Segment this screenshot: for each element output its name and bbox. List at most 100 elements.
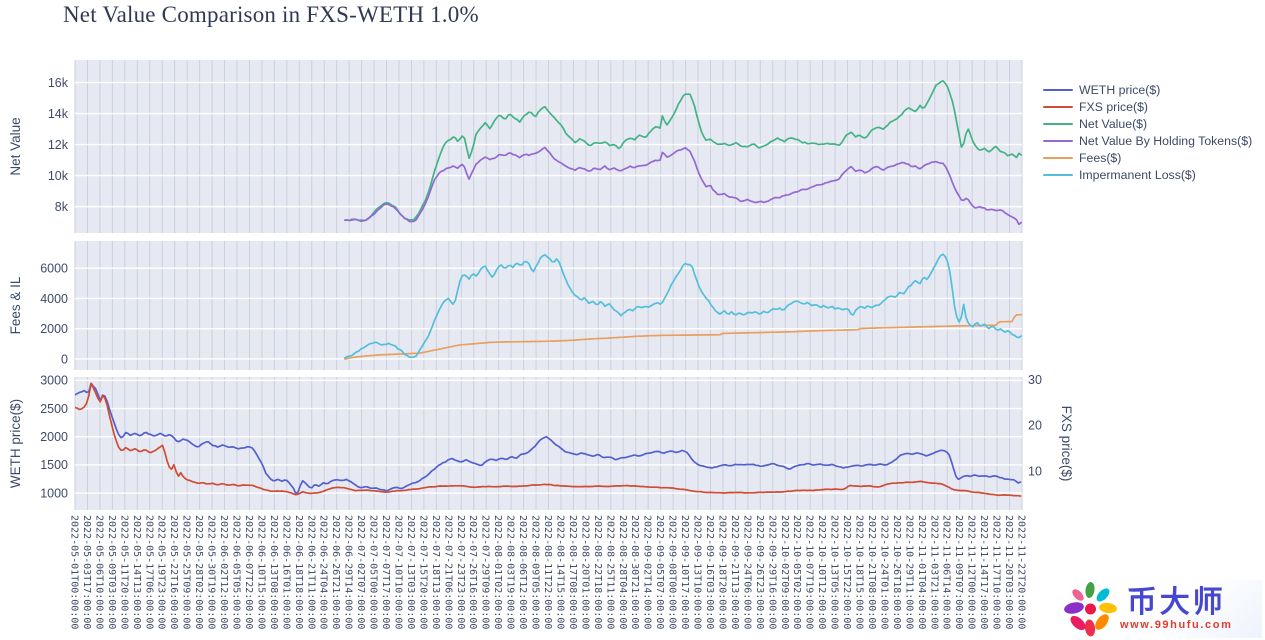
x-tick-label: 2022-10-05T02:00:00: [791, 515, 802, 629]
x-tick-label: 2022-06-21T11:00:00: [305, 515, 316, 629]
legend-swatch: [1043, 156, 1073, 159]
y-tick-label: 4000: [40, 292, 68, 306]
x-tick-label: 2022-11-20T03:00:00: [1003, 515, 1014, 629]
x-tick-label: 2022-10-07T19:00:00: [804, 515, 815, 629]
watermark[interactable]: 币大师 www.99hufu.com: [1064, 580, 1262, 638]
x-tick-label: 2022-11-12T00:00:00: [966, 515, 977, 629]
x-tick-label: 2022-08-11T22:00:00: [542, 515, 553, 629]
legend-item-impermanent-loss[interactable]: Impermanent Loss($): [1043, 166, 1252, 183]
series-line-weth-price[interactable]: [75, 382, 1022, 495]
x-tick-label: 2022-09-05T07:00:00: [654, 515, 665, 629]
x-tick-label: 2022-08-03T19:00:00: [505, 515, 516, 629]
x-tick-label: 2022-11-09T07:00:00: [953, 515, 964, 629]
y-tick-label: 14k: [48, 107, 69, 121]
x-tick-label: 2022-06-10T15:00:00: [255, 515, 266, 629]
x-tick-label: 2022-06-26T21:00:00: [330, 515, 341, 629]
x-tick-label: 2022-09-24T06:00:00: [741, 515, 752, 629]
y-axis-title-right: FXS price($): [1059, 406, 1074, 482]
y-tick-label: 6000: [40, 262, 68, 276]
x-tick-label: 2022-05-09T03:00:00: [106, 515, 117, 629]
x-tick-label: 2022-09-16T03:00:00: [704, 515, 715, 629]
x-tick-label: 2022-10-24T01:00:00: [878, 515, 889, 629]
x-tick-label: 2022-07-23T23:00:00: [455, 515, 466, 629]
x-tick-label: 2022-08-25T11:00:00: [604, 515, 615, 629]
x-tick-label: 2022-09-13T10:00:00: [692, 515, 703, 629]
x-tick-label: 2022-06-05T05:00:00: [230, 515, 241, 629]
y-tick-label: 12k: [48, 138, 69, 152]
x-tick-label: 2022-08-01T02:00:00: [492, 515, 503, 629]
y-tick-label: 8k: [55, 200, 69, 214]
x-tick-label: 2022-05-19T23:00:00: [156, 515, 167, 629]
x-tick-label: 2022-05-28T02:00:00: [193, 515, 204, 629]
y-tick-label: 2000: [40, 430, 68, 444]
y-axis-title: Net Value: [8, 117, 23, 175]
legend-label: Impermanent Loss($): [1079, 167, 1196, 182]
y-axis-title: Fees & IL: [8, 276, 23, 334]
y-tick-label: 16k: [48, 76, 69, 90]
brand-flower-icon: [1064, 582, 1117, 637]
x-tick-label: 2022-11-03T21:00:00: [928, 515, 939, 629]
x-tick-label: 2022-09-10T17:00:00: [679, 515, 690, 629]
x-tick-label: 2022-07-13T03:00:00: [405, 515, 416, 629]
x-tick-label: 2022-10-18T15:00:00: [854, 515, 865, 629]
legend-item-net-value-by-holding-tokens[interactable]: Net Value By Holding Tokens($): [1043, 132, 1252, 149]
legend-label: Net Value By Holding Tokens($): [1079, 133, 1253, 148]
x-tick-label: 2022-08-28T04:00:00: [617, 515, 628, 629]
legend-swatch: [1043, 139, 1073, 142]
legend-item-net-value[interactable]: Net Value($): [1043, 115, 1252, 132]
x-tick-label: 2022-08-22T18:00:00: [592, 515, 603, 629]
x-tick-label: 2022-05-25T09:00:00: [181, 515, 192, 629]
series-line-net-value[interactable]: [344, 80, 1022, 223]
legend-label: Fees($): [1079, 150, 1122, 165]
legend-swatch: [1043, 105, 1073, 108]
y-tick-label: 2500: [40, 402, 68, 416]
x-tick-label: 2022-06-02T12:00:00: [218, 515, 229, 629]
series-line-net-value-by-holding-tokens[interactable]: [344, 146, 1022, 226]
x-tick-label: 2022-10-29T11:00:00: [903, 515, 914, 629]
x-tick-label: 2022-07-29T09:00:00: [480, 515, 491, 629]
watermark-site-link[interactable]: www.99hufu.com: [1120, 618, 1233, 631]
y-tick-label: 2000: [40, 322, 68, 336]
x-tick-label: 2022-09-02T14:00:00: [642, 515, 653, 629]
x-tick-label: 2022-10-21T08:00:00: [866, 515, 877, 629]
x-tick-label: 2022-05-14T13:00:00: [131, 515, 142, 629]
series-line-fxs-price[interactable]: [75, 382, 1022, 497]
x-tick-label: 2022-10-15T22:00:00: [841, 515, 852, 629]
x-tick-label: 2022-11-17T10:00:00: [991, 515, 1002, 629]
legend: WETH price($) FXS price($) Net Value($) Net…: [1043, 81, 1252, 183]
legend-label: FXS price($): [1079, 99, 1149, 114]
x-tick-label: 2022-06-24T04:00:00: [318, 515, 329, 629]
x-tick-label: 2022-08-30T21:00:00: [629, 515, 640, 629]
x-tick-label: 2022-08-09T05:00:00: [530, 515, 541, 629]
x-tick-label: 2022-09-18T20:00:00: [716, 515, 727, 629]
legend-swatch: [1043, 173, 1073, 176]
x-tick-label: 2022-05-06T10:00:00: [93, 515, 104, 629]
legend-label: WETH price($): [1079, 82, 1161, 97]
x-tick-label: 2022-09-08T00:00:00: [667, 515, 678, 629]
x-tick-label: 2022-07-02T07:00:00: [355, 515, 366, 629]
x-tick-label: 2022-07-26T16:00:00: [467, 515, 478, 629]
legend-item-fees[interactable]: Fees($): [1043, 149, 1252, 166]
y-tick-label-right: 20: [1028, 419, 1042, 433]
x-tick-label: 2022-09-29T16:00:00: [766, 515, 777, 629]
legend-item-weth-price[interactable]: WETH price($): [1043, 81, 1252, 98]
x-tick-label: 2022-10-10T12:00:00: [816, 515, 827, 629]
x-tick-label: 2022-08-06T12:00:00: [517, 515, 528, 629]
x-tick-label: 2022-07-10T10:00:00: [392, 515, 403, 629]
y-tick-label: 0: [61, 352, 68, 366]
x-tick-label: 2022-05-17T06:00:00: [143, 515, 154, 629]
x-tick-label: 2022-05-30T19:00:00: [206, 515, 217, 629]
legend-item-fxs-price[interactable]: FXS price($): [1043, 98, 1252, 115]
series-line-impermanent-loss[interactable]: [344, 253, 1022, 359]
y-tick-label-right: 10: [1028, 464, 1042, 478]
x-tick-label: 2022-08-17T08:00:00: [567, 515, 578, 629]
x-tick-label: 2022-07-21T06:00:00: [442, 515, 453, 629]
series-line-fees[interactable]: [344, 313, 1022, 360]
x-tick-label: 2022-11-01T04:00:00: [916, 515, 927, 629]
x-tick-label: 2022-07-15T20:00:00: [417, 515, 428, 629]
x-tick-label: 2022-05-22T16:00:00: [168, 515, 179, 629]
x-tick-label: 2022-11-22T20:00:00: [1016, 515, 1027, 629]
x-tick-label: 2022-06-07T22:00:00: [243, 515, 254, 629]
